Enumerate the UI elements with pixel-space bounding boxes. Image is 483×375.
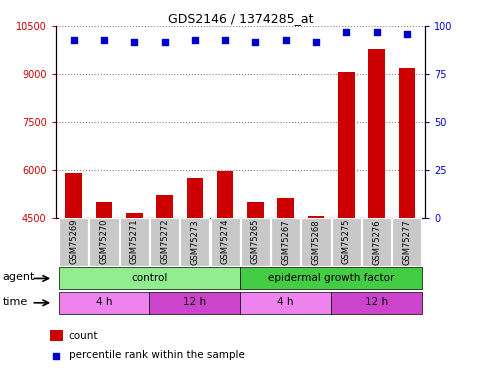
Bar	[96, 202, 113, 217]
Title: GDS2146 / 1374285_at: GDS2146 / 1374285_at	[168, 12, 313, 25]
FancyBboxPatch shape	[59, 218, 88, 266]
Bar	[186, 178, 203, 218]
Text: GSM75270: GSM75270	[99, 219, 109, 264]
Text: GSM75277: GSM75277	[402, 219, 412, 265]
FancyBboxPatch shape	[241, 267, 422, 290]
Bar	[368, 49, 385, 217]
Point	[221, 37, 229, 43]
Point	[282, 37, 290, 43]
Text: 4 h: 4 h	[277, 297, 294, 307]
FancyBboxPatch shape	[362, 218, 391, 266]
Point	[130, 39, 138, 45]
Text: percentile rank within the sample: percentile rank within the sample	[69, 351, 244, 360]
Text: GSM75274: GSM75274	[221, 219, 229, 264]
Bar	[338, 72, 355, 217]
Text: GSM75265: GSM75265	[251, 219, 260, 264]
Point	[403, 31, 411, 37]
FancyBboxPatch shape	[241, 292, 331, 314]
FancyBboxPatch shape	[332, 218, 361, 266]
Text: GSM75276: GSM75276	[372, 219, 381, 265]
Text: time: time	[2, 297, 28, 307]
Bar	[308, 216, 325, 217]
FancyBboxPatch shape	[331, 292, 422, 314]
FancyBboxPatch shape	[180, 218, 210, 266]
Bar	[126, 213, 142, 217]
Point	[342, 29, 350, 35]
Point	[373, 29, 381, 35]
Text: control: control	[131, 273, 168, 283]
Text: 12 h: 12 h	[365, 297, 388, 307]
Text: GSM75268: GSM75268	[312, 219, 321, 265]
Text: GSM75271: GSM75271	[130, 219, 139, 264]
Point	[191, 37, 199, 43]
FancyBboxPatch shape	[271, 218, 300, 266]
Text: agent: agent	[2, 272, 35, 282]
Bar	[217, 171, 233, 217]
Bar	[65, 173, 82, 217]
FancyBboxPatch shape	[301, 218, 330, 266]
FancyBboxPatch shape	[89, 218, 118, 266]
Bar	[50, 330, 63, 341]
Point	[161, 39, 169, 45]
Text: GSM75273: GSM75273	[190, 219, 199, 265]
Text: GSM75267: GSM75267	[281, 219, 290, 265]
Point	[100, 37, 108, 43]
Text: count: count	[69, 331, 98, 340]
Bar	[247, 202, 264, 217]
Text: 4 h: 4 h	[96, 297, 112, 307]
FancyBboxPatch shape	[241, 218, 270, 266]
FancyBboxPatch shape	[58, 292, 149, 314]
Point	[70, 37, 78, 43]
Bar	[277, 198, 294, 217]
Point	[252, 39, 259, 45]
Bar	[398, 68, 415, 218]
Point	[52, 352, 60, 358]
Text: 12 h: 12 h	[184, 297, 206, 307]
Text: GSM75269: GSM75269	[69, 219, 78, 264]
Text: GSM75275: GSM75275	[342, 219, 351, 264]
FancyBboxPatch shape	[150, 218, 179, 266]
FancyBboxPatch shape	[58, 267, 241, 290]
FancyBboxPatch shape	[211, 218, 240, 266]
FancyBboxPatch shape	[392, 218, 421, 266]
Point	[312, 39, 320, 45]
FancyBboxPatch shape	[120, 218, 149, 266]
FancyBboxPatch shape	[149, 292, 241, 314]
Text: epidermal growth factor: epidermal growth factor	[268, 273, 394, 283]
Bar	[156, 195, 173, 217]
Text: GSM75272: GSM75272	[160, 219, 169, 264]
